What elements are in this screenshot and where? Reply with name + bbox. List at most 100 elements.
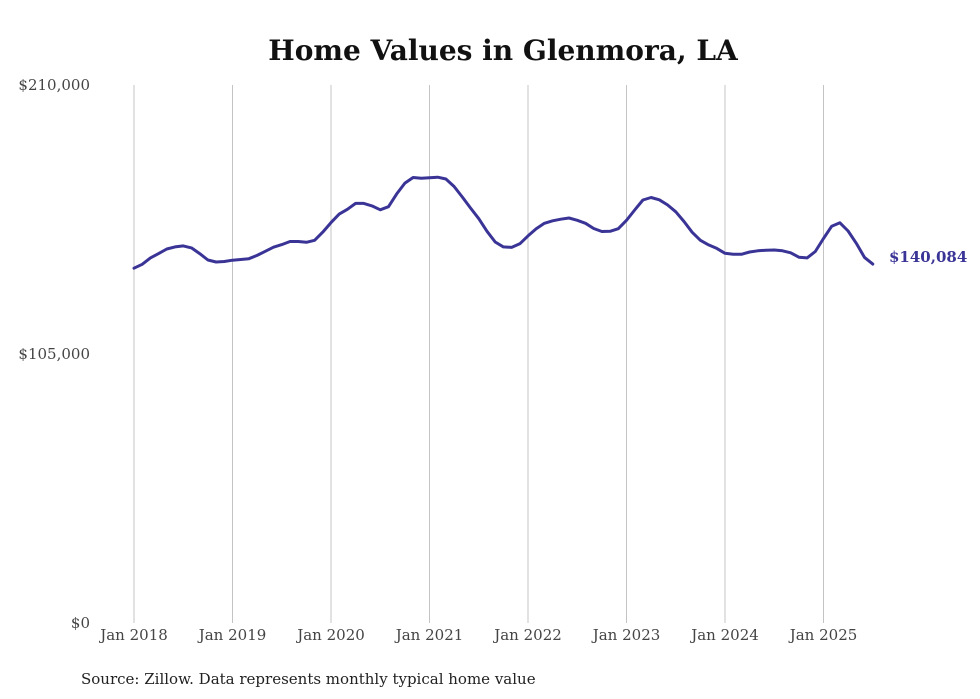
data-point-2019-01 [231, 259, 234, 262]
data-point-2018-09 [198, 252, 201, 255]
data-point-2021-03 [444, 178, 447, 181]
data-point-2024-06 [765, 249, 768, 252]
data-point-2022-07 [576, 219, 579, 222]
data-point-2018-08 [190, 246, 193, 249]
source-note: Source: Zillow. Data represents monthly … [81, 670, 536, 688]
data-point-2020-08 [387, 205, 390, 208]
data-point-2024-11 [806, 256, 809, 259]
data-point-2023-07 [674, 210, 677, 213]
data-point-2020-07 [379, 208, 382, 211]
data-point-2024-04 [748, 251, 751, 254]
data-point-2024-07 [773, 249, 776, 252]
data-point-2021-09 [494, 241, 497, 244]
data-point-2019-12 [321, 231, 324, 234]
data-point-2020-10 [403, 182, 406, 185]
data-point-2023-10 [699, 239, 702, 242]
data-point-2023-03 [641, 199, 644, 202]
x-tick-label-2022: Jan 2022 [492, 626, 562, 644]
data-point-2024-01 [724, 252, 727, 255]
data-point-2021-06 [469, 207, 472, 210]
data-point-2019-02 [239, 258, 242, 261]
data-point-2022-06 [568, 217, 571, 220]
x-tick-label-2019: Jan 2019 [197, 626, 267, 644]
data-point-2018-05 [165, 248, 168, 251]
data-point-2019-08 [289, 240, 292, 243]
data-point-2023-04 [650, 196, 653, 199]
data-point-2020-06 [371, 204, 374, 207]
data-point-2022-12 [617, 227, 620, 230]
data-point-2024-10 [797, 256, 800, 259]
data-point-2021-04 [453, 185, 456, 188]
data-point-2023-06 [666, 203, 669, 206]
data-point-2018-11 [215, 261, 218, 264]
data-point-2021-01 [428, 176, 431, 179]
data-point-2023-12 [715, 247, 718, 250]
y-tick-label-105000: $105,000 [18, 345, 90, 363]
data-point-2024-05 [756, 249, 759, 252]
data-point-2025-02 [830, 225, 833, 228]
data-point-2022-02 [535, 227, 538, 230]
data-point-2023-11 [707, 243, 710, 246]
data-point-2020-04 [354, 202, 357, 205]
gridlines [133, 85, 824, 623]
x-tick-label-2023: Jan 2023 [591, 626, 661, 644]
data-point-2023-08 [683, 220, 686, 223]
data-point-2022-11 [609, 230, 612, 233]
data-point-2021-11 [510, 246, 513, 249]
data-point-2022-03 [543, 222, 546, 225]
data-point-2021-10 [502, 245, 505, 248]
x-tick-label-2020: Jan 2020 [295, 626, 365, 644]
latest-value-label: $140,084 [889, 248, 967, 266]
x-axis-ticks: Jan 2018 Jan 2019 Jan 2020 Jan 2021 Jan … [98, 626, 857, 644]
data-point-2025-05 [855, 242, 858, 245]
data-point-2020-01 [330, 221, 333, 224]
data-point-2021-05 [461, 196, 464, 199]
data-point-2025-04 [847, 230, 850, 233]
data-point-2022-09 [592, 227, 595, 230]
data-point-2021-08 [486, 230, 489, 233]
home-value-series-line [132, 175, 875, 270]
data-point-2019-05 [264, 250, 267, 253]
data-point-2020-09 [395, 192, 398, 195]
y-tick-label-210000: $210,000 [18, 76, 90, 94]
data-point-2025-01 [822, 237, 825, 240]
x-tick-label-2025: Jan 2025 [788, 626, 858, 644]
data-point-2019-03 [247, 257, 250, 260]
data-point-2023-05 [658, 198, 661, 201]
data-point-2020-03 [346, 208, 349, 211]
x-tick-label-2021: Jan 2021 [394, 626, 464, 644]
data-point-2022-05 [559, 218, 562, 221]
x-tick-label-2018: Jan 2018 [98, 626, 168, 644]
data-point-2018-06 [174, 245, 177, 248]
data-point-2020-11 [412, 176, 415, 179]
data-point-2018-02 [141, 263, 144, 266]
data-point-2020-05 [362, 202, 365, 205]
data-point-2023-01 [625, 219, 628, 222]
data-point-2025-07 [871, 263, 874, 266]
data-point-2025-03 [838, 221, 841, 224]
y-tick-label-0: $0 [71, 614, 90, 632]
data-point-2022-04 [551, 219, 554, 222]
data-point-2018-01 [133, 267, 136, 270]
data-point-2020-02 [338, 213, 341, 216]
data-point-2019-06 [272, 246, 275, 249]
data-point-2019-04 [256, 254, 259, 257]
data-point-2019-09 [297, 240, 300, 243]
chart-title: Home Values in Glenmora, LA [268, 34, 739, 67]
data-point-2025-06 [863, 256, 866, 259]
data-point-2018-10 [206, 259, 209, 262]
data-point-2019-11 [313, 239, 316, 242]
data-point-2021-02 [436, 176, 439, 179]
data-point-2023-09 [691, 231, 694, 234]
data-point-2024-12 [814, 250, 817, 253]
data-point-2020-12 [420, 177, 423, 180]
data-point-2022-08 [584, 222, 587, 225]
data-point-2018-03 [149, 256, 152, 259]
data-point-2024-02 [732, 253, 735, 256]
data-point-2018-07 [182, 244, 185, 247]
data-point-2023-02 [633, 209, 636, 212]
home-value-data-points [133, 176, 875, 270]
data-point-2024-09 [789, 251, 792, 254]
data-point-2024-03 [740, 253, 743, 256]
